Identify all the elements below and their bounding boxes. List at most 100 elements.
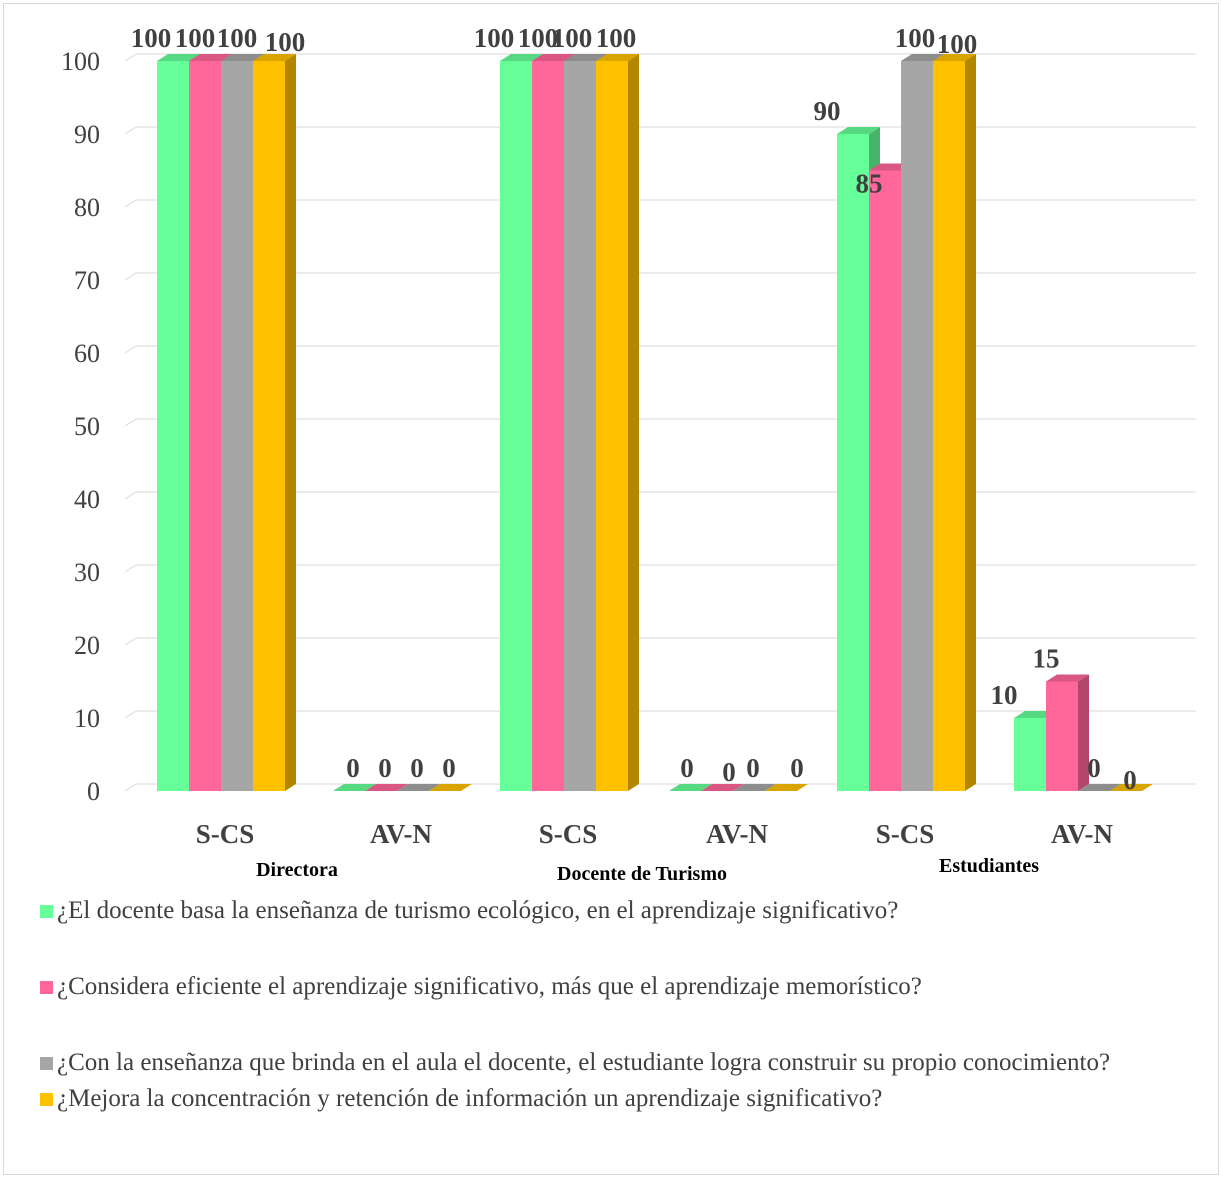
bar-top [1110, 784, 1153, 791]
bar [429, 784, 472, 791]
bar-front [189, 61, 221, 791]
data-label: 90 [814, 96, 841, 126]
y-tick-label: 100 [61, 47, 100, 76]
gridline-depth [124, 345, 137, 354]
legend-item[interactable]: ¿El docente basa la enseñanza de turismo… [40, 896, 1210, 926]
bar-top [365, 784, 408, 791]
bar [365, 784, 408, 791]
y-tick-label: 60 [74, 339, 100, 368]
gridline-depth [124, 491, 137, 500]
legend-item[interactable]: ¿Mejora la concentración y retención de … [40, 1084, 1210, 1114]
data-label: 0 [746, 753, 760, 783]
gridline-depth [124, 564, 137, 573]
bar-front [837, 134, 869, 791]
data-label: 0 [346, 753, 360, 783]
bar-front [596, 61, 628, 791]
gridline-depth [124, 272, 137, 281]
bars [157, 54, 1153, 791]
bar [765, 784, 808, 791]
bar-top [733, 784, 776, 791]
bar [253, 54, 296, 791]
bar-top [1046, 674, 1089, 682]
data-label: 100 [895, 23, 936, 53]
x-axis-categories: S-CS AV-N S-CS AV-N S-CS AV-N [196, 819, 1114, 849]
bar-top [157, 54, 200, 61]
legend: ¿El docente basa la enseñanza de turismo… [40, 896, 1210, 1114]
legend-swatch [40, 1057, 53, 1070]
bar-top [701, 784, 744, 791]
legend-item[interactable]: ¿Considera eficiente el aprendizaje sign… [40, 972, 1210, 1002]
y-tick-label: 40 [74, 485, 100, 514]
bar-top [669, 784, 712, 791]
x-category-label: AV-N [1051, 819, 1114, 849]
bar-front [869, 170, 901, 791]
bar-side [965, 54, 976, 791]
data-label: 0 [680, 753, 694, 783]
y-tick-label: 20 [74, 631, 100, 660]
x-category-label: S-CS [196, 819, 255, 849]
x-category-label: S-CS [539, 819, 598, 849]
gridline-depth [124, 783, 137, 792]
data-label: 15 [1033, 644, 1060, 674]
data-label: 0 [378, 753, 392, 783]
data-label: 0 [442, 753, 456, 783]
bar-top [901, 54, 944, 61]
legend-swatch [40, 905, 53, 918]
data-label: 0 [1123, 765, 1137, 795]
bar-top [564, 54, 607, 61]
y-tick-label: 70 [74, 266, 100, 295]
y-tick-label: 0 [87, 777, 100, 806]
gridline-depth [124, 199, 137, 208]
data-label: 100 [175, 23, 216, 53]
bar-front [532, 61, 564, 791]
data-label: 100 [937, 29, 978, 59]
data-label: 0 [1087, 753, 1101, 783]
x-group-label: Directora [256, 859, 338, 881]
y-tick-label: 90 [74, 120, 100, 149]
x-category-label: AV-N [706, 819, 769, 849]
bar [733, 784, 776, 791]
data-label: 100 [552, 23, 593, 53]
gridlines [124, 53, 1196, 792]
bar-top [837, 127, 880, 134]
bar [933, 54, 976, 791]
y-axis-ticks: 0 10 20 30 40 50 60 70 80 90 100 [61, 47, 100, 806]
bar-top [221, 54, 264, 61]
legend-swatch [40, 981, 53, 994]
bar-front [1014, 718, 1046, 791]
legend-label: ¿El docente basa la enseñanza de turismo… [57, 897, 899, 924]
bar-front [564, 61, 596, 791]
x-category-label: S-CS [876, 819, 935, 849]
data-label: 100 [265, 27, 306, 57]
x-axis-groups: Directora Docente de Turismo Estudiantes [256, 855, 1039, 885]
legend-label: ¿Mejora la concentración y retención de … [57, 1085, 883, 1112]
bar [397, 784, 440, 791]
data-label: 100 [217, 23, 258, 53]
gridline-depth [124, 710, 137, 719]
bar-front [1046, 681, 1078, 791]
bar-top [765, 784, 808, 791]
bar-top [429, 784, 472, 791]
bar-top [333, 784, 376, 791]
x-group-label: Docente de Turismo [557, 863, 727, 885]
legend-item[interactable]: ¿Con la enseñanza que brinda en el aula … [40, 1048, 1210, 1078]
bar-top [1078, 784, 1121, 791]
legend-label: ¿Con la enseñanza que brinda en el aula … [57, 1049, 1111, 1076]
legend-swatch [40, 1093, 53, 1106]
bar-front [933, 61, 965, 791]
y-tick-label: 50 [74, 412, 100, 441]
bar-front [901, 61, 933, 791]
bar [596, 54, 639, 791]
y-tick-label: 30 [74, 558, 100, 587]
x-category-label: AV-N [370, 819, 433, 849]
legend-label: ¿Considera eficiente el aprendizaje sign… [57, 973, 922, 1000]
bar-top [532, 54, 575, 61]
bar-top [189, 54, 232, 61]
data-label: 100 [596, 23, 637, 53]
bar-front [157, 61, 189, 791]
bar-side [285, 54, 296, 791]
y-tick-label: 10 [74, 704, 100, 733]
bar-front [253, 61, 285, 791]
